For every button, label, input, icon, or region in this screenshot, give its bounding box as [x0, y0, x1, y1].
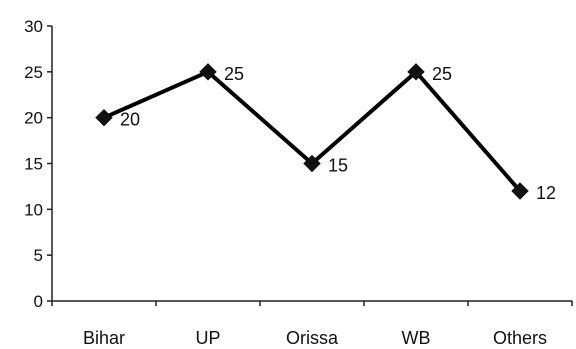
x-category-label: WB [402, 328, 431, 348]
series-path [103, 69, 522, 193]
data-point-marker [199, 63, 217, 81]
data-value-label: 25 [224, 64, 244, 84]
x-axis-labels: Bihar UP Orissa WB Others [51, 301, 573, 348]
data-point-marker [407, 63, 425, 81]
x-category-label: UP [195, 328, 220, 348]
y-tick-label: 10 [24, 200, 43, 219]
data-point-marker [303, 154, 321, 173]
y-tick-label: 0 [34, 292, 43, 311]
y-tick-label: 25 [24, 63, 43, 82]
data-point-marker [511, 182, 529, 200]
data-point-marker [95, 108, 113, 127]
y-tick-label: 20 [24, 109, 43, 128]
series-line [103, 69, 522, 193]
y-axis-ticks: 0 5 10 15 20 25 30 [24, 17, 52, 311]
y-tick-label: 30 [24, 17, 43, 36]
data-value-label: 20 [120, 110, 140, 130]
data-labels: 20 25 15 25 12 [120, 64, 556, 203]
y-tick-label: 5 [34, 246, 43, 265]
x-category-label: Bihar [83, 328, 125, 348]
x-category-label: Orissa [286, 328, 339, 348]
y-tick-label: 15 [24, 155, 43, 174]
data-value-label: 25 [432, 64, 452, 84]
x-category-label: Others [493, 328, 547, 348]
data-value-label: 12 [536, 183, 556, 203]
series-markers [95, 63, 529, 200]
data-value-label: 15 [328, 156, 348, 176]
